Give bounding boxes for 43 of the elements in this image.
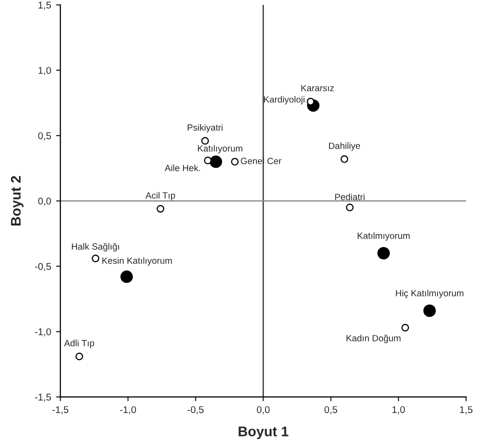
annotation: Pediatri (335, 193, 364, 200)
point (120, 270, 133, 283)
annotation: Adli Tıp (64, 340, 94, 348)
point (201, 137, 209, 145)
x-tick-label: 1,0 (392, 406, 405, 414)
annotation: Psikiyatri (188, 124, 223, 132)
point (346, 204, 354, 212)
y-tick-label: -0,5 (35, 262, 51, 272)
x-tick-label: 1,5 (460, 406, 472, 414)
point (423, 304, 436, 317)
y-tick-label: 1,0 (38, 66, 51, 76)
annotation: Katılmıyorum (358, 232, 410, 241)
annotation: Aile Hek. (164, 164, 200, 172)
x-axis-title: Boyut 1 (238, 426, 288, 440)
y-tick-label: 0,5 (38, 132, 51, 140)
annotation: Kardiyoloji (264, 96, 304, 104)
annotation: Dahiliye (329, 142, 360, 151)
x-tick-label: -0,5 (188, 406, 204, 414)
point (204, 156, 212, 164)
x-tick-label: -1,0 (120, 406, 136, 414)
annotation: Acil Tıp (146, 192, 176, 200)
point (377, 246, 390, 260)
annotation: Kesin Katılıyorum (102, 257, 172, 266)
point (75, 352, 84, 360)
annotation: Katılıyorum (198, 144, 242, 154)
annotation: Kadın Doğum (346, 334, 400, 344)
y-tick-label: -1,5 (35, 394, 51, 402)
x-tick-label: -1,5 (52, 406, 68, 414)
y-axis-title: Boyut 2 (10, 176, 24, 226)
annotation: Halk Sağlığı (72, 242, 120, 252)
point (401, 324, 410, 332)
point (92, 254, 100, 262)
point (340, 155, 348, 163)
point (210, 156, 222, 168)
point (156, 204, 164, 213)
annotation: Kararsız (301, 84, 334, 92)
y-tick-label: 0,0 (38, 198, 51, 206)
annotation: Hiç Katılmıyorum (396, 290, 464, 298)
point (231, 158, 239, 166)
x-tick-label: 0,5 (324, 406, 338, 414)
x-tick-label: 0,0 (256, 406, 270, 414)
y-tick-label: 1,5 (38, 2, 51, 10)
y-tick-label: -1,0 (35, 328, 51, 336)
